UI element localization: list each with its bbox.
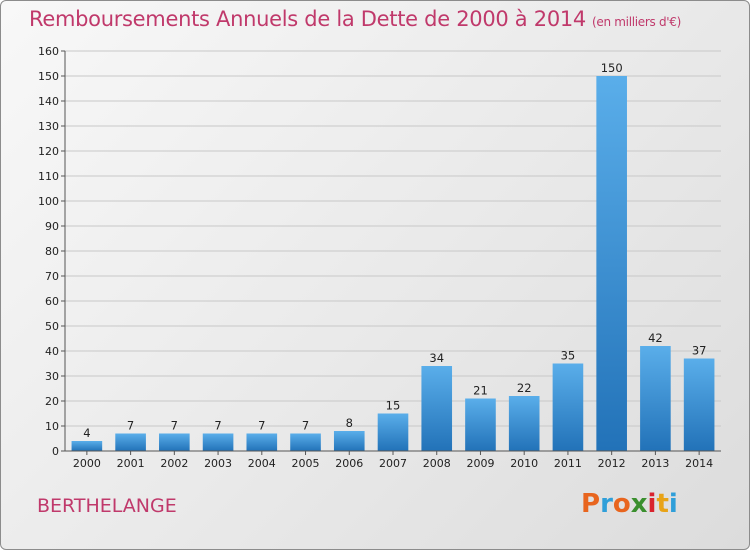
bar-2011 — [552, 363, 584, 451]
logo-letter: r — [600, 489, 613, 519]
logo-letter: P — [581, 489, 601, 519]
logo-letter: x — [630, 489, 648, 519]
value-label-2005: 7 — [302, 419, 309, 433]
y-tick-label: 150 — [38, 70, 59, 83]
chart-unit: (en milliers d'€) — [592, 15, 682, 29]
proxiti-logo[interactable]: Proxiti — [581, 489, 678, 519]
x-tick-label: 2010 — [510, 457, 538, 470]
value-label-2001: 7 — [127, 419, 134, 433]
bar-2000 — [71, 441, 103, 451]
x-tick-label: 2001 — [117, 457, 145, 470]
x-tick-label: 2011 — [554, 457, 582, 470]
bar-2006 — [333, 431, 365, 451]
value-label-2006: 8 — [346, 416, 353, 430]
commune-name: BERTHELANGE — [37, 495, 177, 517]
x-tick-label: 2003 — [204, 457, 232, 470]
bar-2012 — [596, 76, 627, 451]
bar-2014 — [683, 358, 715, 451]
chart-title: Remboursements Annuels de la Dette de 20… — [29, 7, 681, 31]
y-tick-label: 0 — [52, 445, 59, 458]
logo-letter: i — [668, 489, 678, 519]
bar-2009 — [465, 398, 496, 451]
x-tick-label: 2000 — [73, 457, 101, 470]
value-label-2007: 15 — [386, 399, 401, 413]
y-tick-label: 80 — [45, 245, 59, 258]
value-label-2000: 4 — [83, 426, 90, 440]
x-tick-label: 2012 — [598, 457, 626, 470]
x-tick-label: 2002 — [160, 457, 188, 470]
y-tick-label: 110 — [38, 170, 59, 183]
bar-2004 — [246, 433, 278, 451]
x-tick-label: 2009 — [466, 457, 494, 470]
bars: 4 7 7 7 7 7 8 15 34 21 22 35 150 42 37 — [71, 61, 715, 451]
value-label-2008: 34 — [429, 351, 444, 365]
y-tick-label: 70 — [45, 270, 59, 283]
x-tick-label: 2005 — [292, 457, 320, 470]
x-axis: 2000 2001 2002 2003 2004 2005 2006 2007 2008 2009… — [65, 450, 721, 470]
value-label-2010: 22 — [517, 381, 532, 395]
x-tick-label: 2008 — [423, 457, 451, 470]
value-label-2003: 7 — [214, 419, 221, 433]
y-tick-label: 120 — [38, 145, 59, 158]
y-tick-label: 140 — [38, 95, 59, 108]
value-label-2013: 42 — [648, 331, 663, 345]
y-tick-label: 40 — [45, 345, 59, 358]
bar-2010 — [508, 396, 540, 451]
x-tick-label: 2014 — [685, 457, 713, 470]
bar-2008 — [421, 366, 453, 451]
bar-2013 — [640, 346, 671, 451]
x-tick-label: 2006 — [335, 457, 363, 470]
y-axis: 0 10 20 30 40 50 60 70 80 90 100 110 120 130 140 150 160 — [38, 45, 66, 458]
y-tick-label: 60 — [45, 295, 59, 308]
value-label-2012: 150 — [601, 61, 623, 75]
x-tick-label: 2013 — [641, 457, 669, 470]
value-label-2004: 7 — [258, 419, 265, 433]
logo-letter: o — [612, 489, 631, 519]
y-tick-label: 160 — [38, 45, 59, 58]
logo-letter: i — [647, 489, 657, 519]
bar-2001 — [115, 433, 146, 451]
bar-2003 — [202, 433, 234, 451]
bar-2002 — [159, 433, 190, 451]
value-label-2014: 37 — [692, 344, 707, 358]
value-label-2009: 21 — [473, 384, 488, 398]
y-tick-label: 130 — [38, 120, 59, 133]
y-tick-label: 100 — [38, 195, 59, 208]
y-tick-label: 50 — [45, 320, 59, 333]
x-tick-label: 2007 — [379, 457, 407, 470]
y-tick-label: 90 — [45, 220, 59, 233]
value-label-2011: 35 — [561, 349, 576, 363]
value-label-2002: 7 — [171, 419, 178, 433]
x-tick-label: 2004 — [248, 457, 276, 470]
logo-letter: t — [656, 489, 669, 519]
y-tick-label: 30 — [45, 370, 59, 383]
chart-title-text: Remboursements Annuels de la Dette de 20… — [29, 7, 586, 31]
y-tick-label: 10 — [45, 420, 59, 433]
bar-2007 — [377, 413, 409, 451]
bar-2005 — [290, 433, 321, 451]
y-tick-label: 20 — [45, 395, 59, 408]
